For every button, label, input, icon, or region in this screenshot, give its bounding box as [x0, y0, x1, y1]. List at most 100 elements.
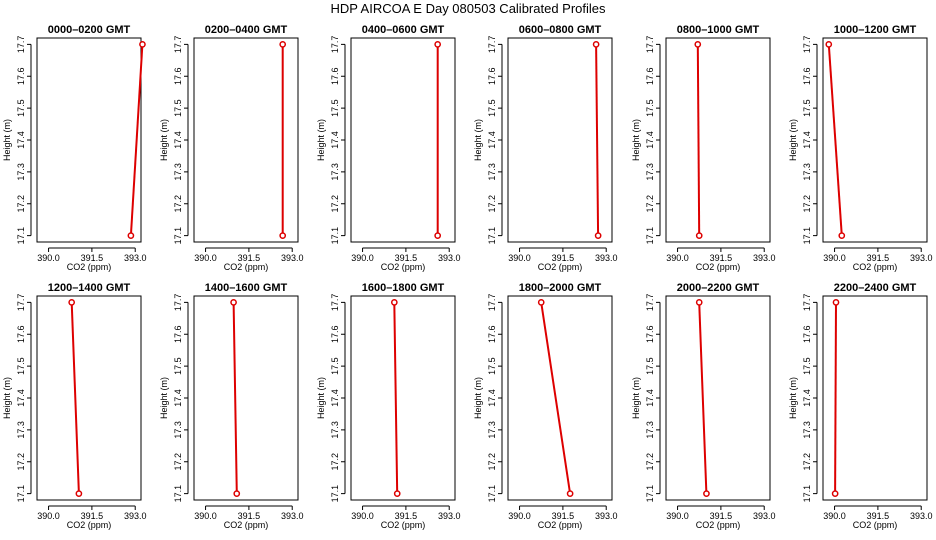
plot-frame	[350, 37, 456, 243]
y-tick-label: 17.5	[802, 357, 812, 375]
data-point	[695, 299, 703, 306]
y-tick-label: 17.7	[487, 294, 497, 312]
y-tick-label: 17.6	[330, 67, 340, 85]
y-tick-label: 17.7	[330, 36, 340, 54]
y-tick-label: 17.5	[16, 357, 26, 375]
x-tick-label: 390.0	[37, 511, 60, 521]
y-tick-label: 17.6	[173, 67, 183, 85]
data-point	[127, 232, 135, 239]
x-tick-label: 393.0	[281, 511, 304, 521]
y-tick-label: 17.4	[487, 131, 497, 149]
plot-frame	[665, 37, 771, 243]
y-tick-label: 17.3	[16, 163, 26, 181]
x-tick-label: 393.0	[753, 253, 776, 263]
y-tick-label: 17.4	[330, 389, 340, 407]
y-tick-label: 17.1	[802, 485, 812, 503]
y-tick-label: 17.3	[487, 421, 497, 439]
plot-frame	[193, 37, 299, 243]
x-axis-label: CO2 (ppm)	[67, 520, 112, 530]
panel-title: 0600–0800 GMT	[519, 24, 602, 36]
y-tick-label: 17.6	[802, 325, 812, 343]
plot-frame	[822, 295, 928, 501]
x-tick-label: 393.0	[124, 253, 147, 263]
data-point	[694, 41, 702, 48]
y-tick-label: 17.6	[645, 67, 655, 85]
y-tick-label: 17.5	[330, 99, 340, 117]
y-tick-label: 17.4	[330, 131, 340, 149]
y-tick-label: 17.7	[645, 294, 655, 312]
y-tick-label: 17.2	[330, 195, 340, 213]
x-axis-label: CO2 (ppm)	[224, 520, 269, 530]
x-tick-label: 393.0	[910, 253, 933, 263]
y-tick-label: 17.1	[16, 485, 26, 503]
x-axis-label: CO2 (ppm)	[224, 262, 269, 272]
y-tick-label: 17.2	[645, 195, 655, 213]
y-axis-label: Height (m)	[159, 119, 169, 161]
y-tick-label: 17.5	[173, 357, 183, 375]
x-tick-label: 393.0	[438, 253, 461, 263]
y-tick-label: 17.5	[802, 99, 812, 117]
x-axis-label: CO2 (ppm)	[853, 520, 898, 530]
y-tick-label: 17.1	[173, 485, 183, 503]
x-tick-label: 391.5	[552, 253, 575, 263]
y-tick-label: 17.2	[330, 453, 340, 471]
chart-panel-7: 1200–1400 GMT 390.0 391.5 393.0 CO2 (ppm) 17.…	[2, 282, 146, 530]
x-tick-label: 391.5	[81, 253, 104, 263]
chart-panel-8: 1400–1600 GMT 390.0 391.5 393.0 CO2 (ppm) 17.…	[159, 282, 303, 530]
y-tick-label: 17.4	[173, 131, 183, 149]
x-tick-label: 391.5	[552, 511, 575, 521]
y-tick-label: 17.7	[802, 294, 812, 312]
chart-panel-5: 0800–1000 GMT 390.0 391.5 393.0 CO2 (ppm) 17.…	[631, 24, 775, 272]
y-axis-label: Height (m)	[788, 119, 798, 161]
y-tick-label: 17.7	[16, 36, 26, 54]
chart-panel-9: 1600–1800 GMT 390.0 391.5 393.0 CO2 (ppm) 17.…	[316, 282, 460, 530]
y-tick-label: 17.2	[16, 453, 26, 471]
x-tick-label: 391.5	[81, 511, 104, 521]
plot-frame	[507, 37, 613, 243]
x-tick-label: 393.0	[438, 511, 461, 521]
y-tick-label: 17.2	[173, 195, 183, 213]
y-tick-label: 17.5	[645, 99, 655, 117]
data-point	[68, 299, 76, 306]
y-tick-label: 17.1	[487, 485, 497, 503]
series-line	[540, 302, 572, 494]
panel-title: 1400–1600 GMT	[205, 282, 288, 294]
data-point	[75, 490, 83, 497]
series-line	[70, 302, 80, 494]
y-axis-label: Height (m)	[316, 377, 326, 419]
data-point	[832, 299, 840, 306]
x-tick-label: 393.0	[753, 511, 776, 521]
data-point	[230, 299, 237, 306]
y-tick-label: 17.7	[16, 294, 26, 312]
x-tick-label: 391.5	[395, 511, 418, 521]
x-tick-label: 390.0	[37, 253, 60, 263]
chart-panel-3: 0400–0600 GMT 390.0 391.5 393.0 CO2 (ppm) 17.…	[316, 24, 460, 272]
x-tick-label: 391.5	[710, 253, 733, 263]
y-tick-label: 17.4	[645, 131, 655, 149]
x-tick-label: 390.0	[351, 253, 374, 263]
y-tick-label: 17.2	[487, 195, 497, 213]
y-tick-label: 17.4	[802, 389, 812, 407]
chart-panel-4: 0600–0800 GMT 390.0 391.5 393.0 CO2 (ppm) 17.…	[473, 24, 617, 272]
data-point	[537, 299, 545, 306]
x-axis-label: CO2 (ppm)	[381, 262, 426, 272]
plot-frame	[507, 295, 613, 501]
chart-panel-12: 2200–2400 GMT 390.0 391.5 393.0 CO2 (ppm) 17.…	[788, 282, 932, 530]
series-line	[232, 302, 238, 494]
panel-title: 2000–2200 GMT	[677, 282, 760, 294]
y-axis-label: Height (m)	[473, 377, 483, 419]
plot-frame	[36, 37, 142, 243]
y-tick-label: 17.3	[645, 163, 655, 181]
y-tick-label: 17.6	[16, 325, 26, 343]
x-tick-label: 393.0	[595, 253, 618, 263]
y-axis-label: Height (m)	[473, 119, 483, 161]
x-tick-label: 390.0	[351, 511, 374, 521]
x-axis-label: CO2 (ppm)	[538, 520, 583, 530]
chart-grid: 0000–0200 GMT 390.0 391.5 393.0 CO2 (ppm) 17.…	[2, 24, 932, 530]
figure-title: HDP AIRCOA E Day 080503 Calibrated Profi…	[330, 1, 606, 16]
series-line	[696, 44, 701, 236]
y-tick-label: 17.2	[173, 453, 183, 471]
y-tick-label: 17.1	[330, 485, 340, 503]
plot-frame	[36, 295, 142, 501]
series-line	[698, 302, 708, 494]
